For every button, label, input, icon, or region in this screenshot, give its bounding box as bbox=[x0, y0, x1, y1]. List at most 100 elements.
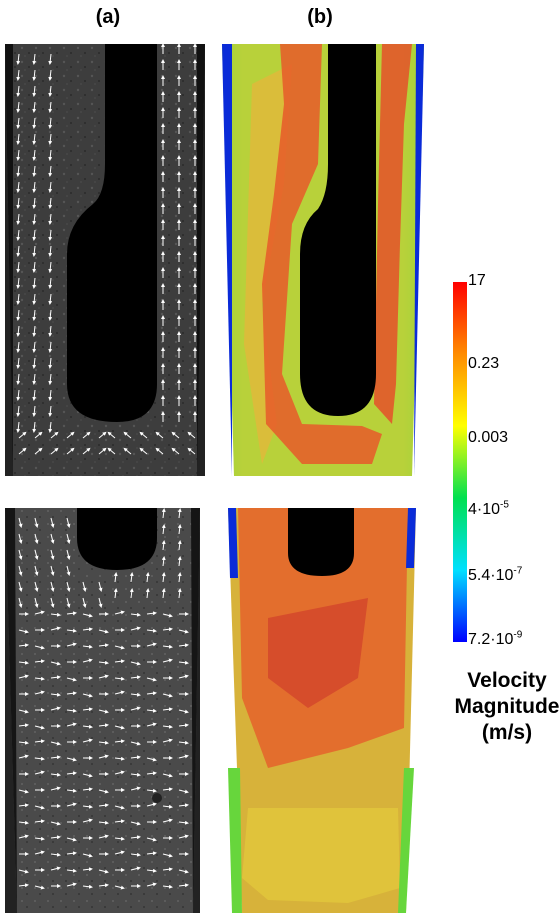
velocity-vector bbox=[130, 772, 141, 777]
velocity-vector bbox=[34, 770, 45, 775]
velocity-vector bbox=[18, 597, 23, 608]
velocity-vector bbox=[114, 770, 125, 775]
velocity-vector bbox=[32, 181, 37, 193]
velocity-vector bbox=[114, 739, 125, 744]
velocity-vector bbox=[82, 627, 93, 632]
velocity-vector bbox=[66, 837, 77, 842]
velocity-vector bbox=[48, 101, 53, 113]
velocity-vector bbox=[66, 565, 71, 576]
colorbar-title-line1: Velocity bbox=[467, 669, 547, 692]
velocity-vector bbox=[32, 357, 37, 369]
panel-label-b: (b) bbox=[307, 6, 333, 28]
velocity-vector bbox=[130, 706, 141, 711]
velocity-vector bbox=[48, 309, 53, 321]
velocity-vector bbox=[18, 883, 29, 888]
velocity-vector bbox=[178, 789, 189, 794]
velocity-vector bbox=[146, 708, 157, 713]
velocity-vector bbox=[48, 261, 53, 273]
velocity-vector bbox=[177, 572, 182, 583]
velocity-vector bbox=[130, 866, 141, 871]
velocity-vector bbox=[162, 804, 173, 809]
velocity-heatmap-bottom bbox=[228, 508, 416, 913]
velocity-vector bbox=[178, 834, 189, 839]
velocity-vector bbox=[18, 660, 29, 665]
velocity-vector bbox=[16, 53, 21, 65]
velocity-vector bbox=[98, 674, 109, 679]
velocity-vector bbox=[171, 431, 180, 439]
velocity-vector bbox=[162, 707, 173, 712]
velocity-vector bbox=[34, 581, 39, 592]
velocity-vector bbox=[82, 597, 87, 608]
velocity-vector bbox=[114, 659, 125, 664]
velocity-vector bbox=[98, 803, 109, 808]
velocity-vector bbox=[146, 837, 157, 842]
velocity-vector bbox=[34, 549, 39, 560]
velocity-vector bbox=[146, 802, 157, 807]
velocity-vector bbox=[66, 882, 77, 887]
velocity-vector bbox=[50, 772, 61, 777]
velocity-vector bbox=[32, 293, 37, 305]
velocity-vector bbox=[82, 613, 93, 618]
velocity-vector bbox=[146, 628, 157, 633]
velocity-vector bbox=[162, 693, 173, 698]
velocity-vector bbox=[18, 740, 29, 745]
velocity-vector bbox=[18, 533, 23, 544]
velocity-vector bbox=[162, 787, 173, 792]
velocity-vector bbox=[32, 197, 37, 209]
velocity-vector bbox=[50, 821, 61, 826]
velocity-vector bbox=[146, 882, 157, 887]
velocity-vector bbox=[48, 213, 53, 225]
velocity-vector bbox=[18, 789, 29, 794]
velocity-vector bbox=[32, 261, 37, 273]
velocity-vector bbox=[66, 677, 77, 682]
velocity-vector bbox=[146, 771, 157, 776]
velocity-vector bbox=[50, 675, 61, 680]
velocity-vector bbox=[145, 588, 150, 599]
velocity-vector bbox=[98, 447, 107, 455]
velocity-vector bbox=[50, 866, 61, 871]
velocity-vector bbox=[98, 820, 109, 825]
velocity-vector bbox=[66, 517, 71, 528]
velocity-vector bbox=[16, 357, 21, 369]
velocity-vector bbox=[50, 612, 61, 617]
velocity-vector bbox=[66, 708, 77, 713]
velocity-vector bbox=[114, 645, 125, 650]
velocity-vector bbox=[178, 723, 189, 728]
colorbar-title-line3: (m/s) bbox=[481, 721, 533, 744]
velocity-vector bbox=[177, 540, 182, 551]
velocity-vector bbox=[48, 197, 53, 209]
velocity-vector bbox=[107, 431, 116, 439]
velocity-vector bbox=[162, 867, 173, 872]
velocity-vector bbox=[82, 818, 93, 823]
velocity-vector bbox=[178, 754, 189, 759]
velocity-vector bbox=[34, 659, 45, 664]
velocity-vector bbox=[16, 213, 21, 225]
velocity-vector bbox=[18, 565, 23, 576]
velocity-vector bbox=[34, 756, 45, 761]
velocity-vector bbox=[66, 868, 77, 873]
velocity-vector bbox=[98, 629, 109, 634]
velocity-vector bbox=[66, 628, 77, 633]
velocity-vector bbox=[146, 788, 157, 793]
velocity-vector bbox=[32, 229, 37, 241]
velocity-vector bbox=[50, 835, 61, 840]
piv-image-bottom bbox=[5, 508, 200, 913]
velocity-vector bbox=[161, 572, 166, 583]
velocity-vector bbox=[130, 786, 141, 791]
velocity-vector bbox=[82, 707, 93, 712]
velocity-vector bbox=[50, 706, 61, 711]
velocity-vector bbox=[18, 581, 23, 592]
velocity-vector bbox=[98, 431, 107, 439]
velocity-vector bbox=[32, 277, 37, 289]
velocity-vector bbox=[82, 693, 93, 698]
velocity-vector bbox=[66, 549, 71, 560]
velocity-vector bbox=[162, 724, 173, 729]
velocity-vector bbox=[34, 739, 45, 744]
velocity-vector bbox=[82, 773, 93, 778]
velocity-vector bbox=[178, 629, 189, 634]
velocity-vector bbox=[114, 819, 125, 824]
velocity-vector bbox=[48, 277, 53, 289]
velocity-vector bbox=[16, 373, 21, 385]
velocity-vector bbox=[130, 661, 141, 666]
velocity-vector bbox=[178, 709, 189, 714]
